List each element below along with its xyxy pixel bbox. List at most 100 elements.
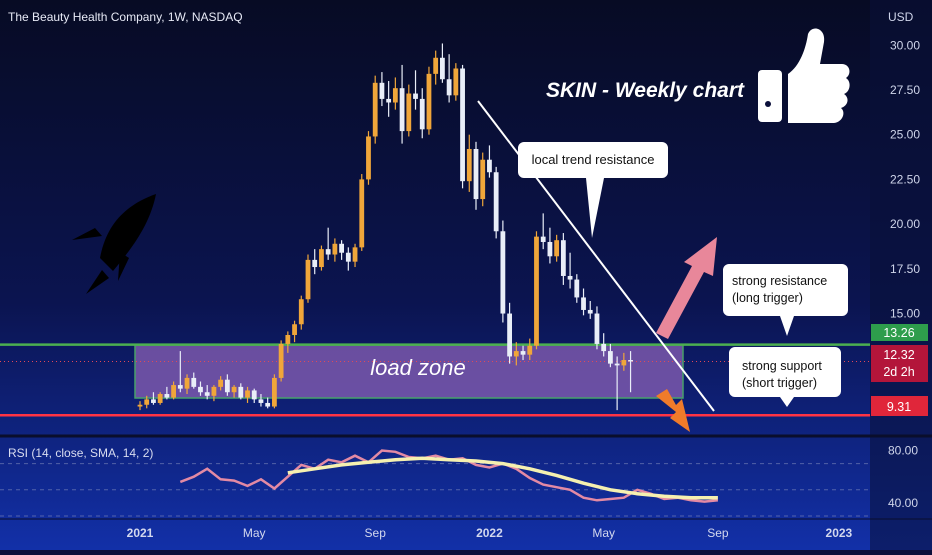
candle-body [245,390,250,398]
candle-body [460,68,465,182]
y-tick-label: 30.00 [890,38,920,52]
candle-body [554,240,560,257]
load-zone: load zone [134,344,684,399]
candle-body [520,351,526,355]
candle [621,352,627,371]
time-axis-ticks: 2021 May Sep 2022 May Sep 2023 [127,526,853,540]
x-tick-label: Sep [365,526,387,540]
candle [406,84,412,137]
candle [218,376,224,391]
candle [534,231,539,350]
candle [245,386,250,403]
candle [567,252,573,289]
candle [547,227,553,264]
candle [419,88,425,139]
candle-body [621,360,627,366]
candle [211,385,217,402]
rsi-tick-label: 40.00 [888,496,918,510]
candle-body [251,390,257,400]
x-tick-label: 2022 [476,526,503,540]
candle [574,274,580,303]
x-tick-label: May [592,526,615,540]
candle-body [211,386,217,396]
candle [177,351,183,393]
candle-body [534,236,539,346]
candle-body [608,351,613,364]
candle-body [198,386,203,393]
candle [204,385,210,400]
resistance-callout: strong resistance (long trigger) [723,264,848,336]
candle [191,372,197,389]
candle [372,75,378,144]
candle [272,374,277,409]
candle [171,381,176,400]
x-tick-label: Sep [707,526,729,540]
candle-body [567,275,573,280]
candle [581,288,586,316]
rsi-guides [0,463,870,517]
trend-resistance-line [477,100,715,412]
candle [560,233,566,285]
candle-body [594,313,600,344]
candle [198,381,203,396]
candle-body [204,392,210,396]
rsi-title: RSI (14, close, SMA, 14, 2) [8,446,153,460]
candle [305,254,311,303]
candle [151,392,156,405]
candle-body [272,377,277,407]
candle-body [540,236,546,242]
price-badges: 13.26 12.32 2d 2h 9.31 [871,324,928,416]
candle [238,383,244,400]
resistance-callout-line1: strong resistance [732,274,827,288]
candle [440,43,445,83]
y-tick-label: 20.00 [890,217,920,231]
rsi-tick-label: 80.00 [888,443,918,457]
candles-group [137,43,633,411]
candle-body [440,57,445,80]
candle [628,351,633,393]
candle-body [399,88,405,132]
resistance-badge [871,324,928,341]
candle-body [292,324,297,335]
x-tick-label: 2023 [826,526,853,540]
candle-body [466,148,472,182]
support-callout-line1: strong support [742,359,822,373]
y-tick-label: 22.50 [890,172,920,186]
candle [587,301,593,319]
candle-body [366,136,371,180]
candle-body [164,394,170,398]
candle [224,374,230,396]
candle [446,54,452,103]
candle [466,134,472,192]
candle-body [473,148,479,200]
candle [473,141,479,210]
candle-body [480,159,486,200]
candle [359,174,365,251]
support-badge-text: 9.31 [887,400,911,414]
chart-title: SKIN - Weekly chart [546,79,745,102]
rsi-axis-ticks: 80.00 40.00 [888,443,918,509]
support-callout-bubble [729,347,841,407]
candle-body [278,343,284,378]
candle [339,240,344,260]
candle-body [238,386,244,398]
candle [487,145,492,178]
candle-body [453,68,459,96]
candle-body [171,385,176,398]
candle [453,63,459,101]
candle-body [547,241,553,257]
candle-body [144,399,150,405]
candle [379,72,385,107]
candle [366,131,371,185]
candle [413,70,418,110]
price-badge-countdown: 2d 2h [883,365,914,379]
candle-body [392,88,398,103]
candle-body [446,79,452,96]
candle-body [527,345,533,355]
x-tick-label: 2021 [127,526,154,540]
candle [231,385,237,398]
candle-body [574,279,580,298]
candle-body [587,309,593,314]
candle [285,331,291,353]
candle-body [359,179,365,248]
